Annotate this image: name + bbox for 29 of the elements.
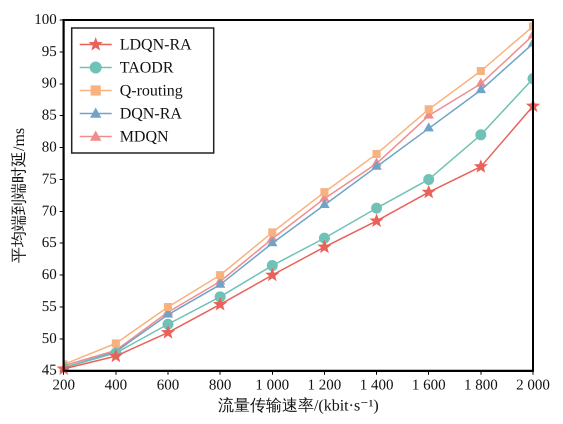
x-tick-label: 2 000 (516, 378, 550, 394)
x-tick-label: 1 800 (464, 378, 498, 394)
x-tick-label: 1 000 (255, 378, 290, 394)
x-tick-label: 1 200 (308, 378, 342, 394)
legend-label: MDQN (120, 128, 170, 146)
x-tick-label: 800 (208, 378, 232, 394)
x-tick-label: 200 (52, 378, 75, 394)
legend-label: LDQN-RA (120, 36, 192, 54)
y-tick-label: 100 (34, 12, 57, 28)
y-tick-label: 80 (42, 140, 57, 156)
x-axis-title: 流量传输速率/(kbit·s⁻¹) (218, 396, 379, 415)
x-tick-label: 600 (156, 378, 180, 394)
y-tick-label: 90 (42, 76, 57, 92)
y-tick-label: 75 (42, 171, 57, 188)
legend-label: TAODR (120, 60, 174, 77)
y-tick-label: 50 (42, 330, 57, 347)
y-tick-label: 55 (42, 298, 57, 315)
y-tick-label: 45 (42, 362, 57, 379)
y-tick-label: 85 (42, 108, 57, 124)
y-tick-label: 65 (42, 235, 57, 252)
legend-label: DQN-RA (120, 106, 182, 123)
x-tick-label: 1 600 (412, 378, 446, 394)
legend-label: Q-routing (120, 82, 183, 100)
y-tick-label: 70 (42, 203, 57, 220)
y-axis-title: 平均端到端时延/ms (10, 128, 28, 263)
y-tick-label: 60 (42, 267, 57, 284)
y-tick-label: 95 (42, 44, 57, 60)
x-tick-label: 400 (104, 378, 128, 394)
x-tick-label: 1 400 (360, 378, 394, 394)
